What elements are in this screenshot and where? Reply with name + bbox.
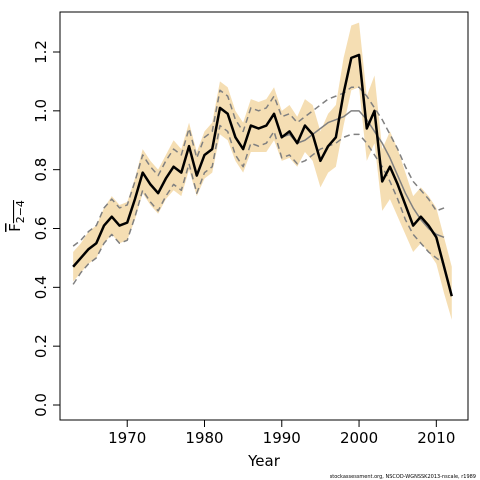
x-axis-label: Year	[247, 452, 281, 470]
y-tick-label: 0.2	[32, 334, 50, 358]
y-tick-label: 0.0	[32, 393, 50, 417]
plot-frame	[59, 11, 469, 421]
series-line	[72, 86, 445, 247]
footnote: stockassessment.org, NSCOD-WGNSSK2013-ns…	[330, 474, 476, 480]
y-label-sub: 2−4	[14, 200, 27, 223]
x-tick-label: 2000	[340, 429, 378, 447]
series-line	[72, 124, 445, 285]
y-tick-label: 0.4	[32, 275, 50, 299]
y-tick-label: 1.0	[32, 99, 50, 123]
x-tick-label: 2010	[417, 429, 455, 447]
x-tick-label: 1990	[263, 429, 301, 447]
y-tick-label: 0.6	[32, 217, 50, 241]
y-axis-label-main: F2−4	[6, 200, 27, 232]
series-line	[72, 53, 453, 297]
y-axis-label: F2−4	[6, 200, 27, 232]
y-label-f: F	[6, 223, 24, 232]
x-tick-label: 1980	[185, 429, 223, 447]
x-tick-label: 1970	[108, 429, 146, 447]
y-tick-label: 1.2	[32, 40, 50, 64]
y-tick-label: 0.8	[32, 158, 50, 182]
confidence-band	[73, 22, 452, 320]
